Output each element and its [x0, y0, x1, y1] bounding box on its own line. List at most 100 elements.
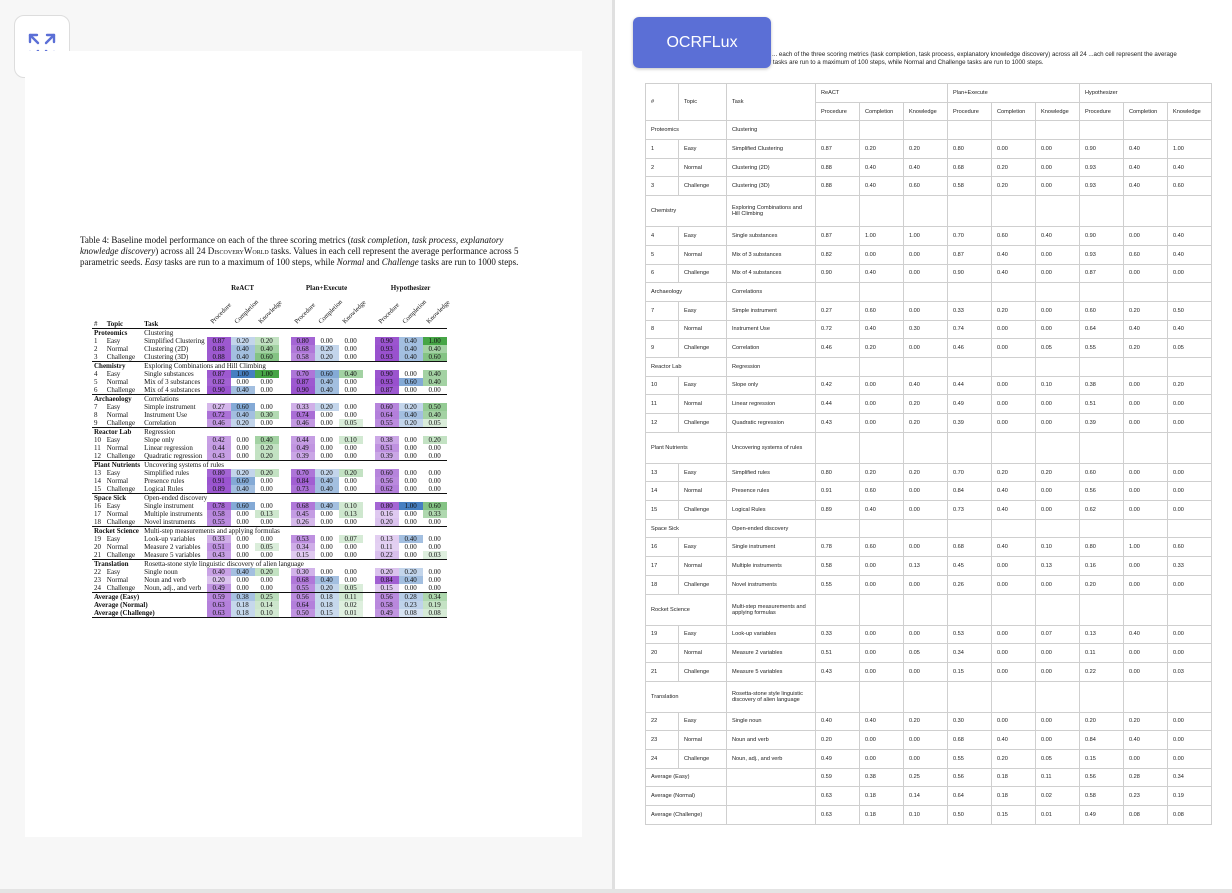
ocr-value-cell: 0.00 — [859, 244, 904, 265]
ocr-value-cell: 0.18 — [859, 786, 904, 806]
paper-row-task: Noun, adj., and verb — [144, 584, 202, 592]
ocr-row-difficulty: Normal — [678, 730, 727, 750]
paper-gap-cell — [279, 444, 291, 452]
ocr-empty-cell — [815, 593, 860, 626]
ocr-value-cell: 0.00 — [1167, 643, 1212, 663]
paper-value-cell: 0.00 — [404, 444, 417, 452]
ocr-results-table: # Topic Task ReACT Plan+Execute Hypothes… — [645, 82, 1212, 825]
paper-row-num: 20 — [94, 543, 101, 551]
paper-value-cell: 1.00 — [230, 370, 255, 378]
paper-section-topic: Plant Nutrients — [94, 461, 141, 469]
ocr-value-cell: 0.45 — [947, 556, 992, 576]
paper-row-num: 15 — [94, 485, 101, 493]
paper-row-task: Instrument Use — [144, 411, 188, 419]
ocr-value-cell: 0.00 — [903, 661, 948, 682]
paper-table-row: 23 Normal Noun and verb 0.20 0.00 0.00 0.68 0.4… — [92, 576, 447, 584]
ocr-row-num: 4 — [645, 226, 679, 246]
ocr-value-cell: 0.00 — [1035, 661, 1080, 682]
ocr-value-cell: 0.55 — [815, 574, 860, 595]
paper-value-cell: 0.00 — [320, 452, 333, 460]
ocr-empty-cell — [1123, 356, 1168, 377]
ocr-row-num: 24 — [645, 748, 679, 769]
ocr-caption: ... each of the three scoring metrics (t… — [645, 51, 1177, 66]
paper-value-cell: 0.80 — [206, 469, 231, 477]
ocr-empty-cell — [1035, 282, 1080, 302]
paper-value-cell: 0.05 — [254, 543, 279, 551]
paper-row-task: Measure 2 variables — [144, 543, 201, 551]
ocr-value-cell: 0.40 — [991, 730, 1036, 750]
paper-subheader: Procedure — [208, 301, 233, 326]
paper-gap-cell — [363, 584, 375, 593]
ocr-empty-cell — [903, 518, 948, 539]
ocr-empty-cell — [903, 282, 948, 302]
ocr-value-cell: 0.60 — [859, 537, 904, 558]
ocr-subheader: Procedure — [815, 101, 860, 122]
ocr-value-cell: 0.40 — [991, 244, 1036, 265]
ocr-value-cell: 0.00 — [991, 624, 1036, 645]
paper-value-cell: 0.00 — [404, 370, 417, 378]
ocr-value-cell: 0.40 — [1123, 176, 1168, 197]
paper-row-task: Linear regression — [144, 444, 193, 452]
ocr-value-cell: 0.00 — [1035, 413, 1080, 433]
ocr-row-task: Noun, adj., and verb — [726, 748, 816, 769]
paper-value-cell: 0.38 — [230, 592, 255, 601]
ocr-value-cell: 0.20 — [991, 748, 1036, 769]
ocr-row-task: Simplified rules — [726, 462, 816, 483]
ocr-value-cell: 0.11 — [1035, 767, 1080, 788]
ocr-value-cell: 0.60 — [991, 226, 1036, 246]
ocr-value-cell: 0.38 — [859, 767, 904, 788]
paper-value-cell: 0.11 — [374, 543, 399, 551]
paper-value-cell: 0.46 — [290, 419, 315, 428]
paper-value-cell: 0.44 — [206, 444, 231, 452]
ocr-section-task: Exploring Combinations and Hill Climbing — [726, 195, 816, 228]
paper-value-cell: 0.87 — [374, 386, 399, 395]
ocr-table-row: 19 Easy Look-up variables 0.33 0.00 0.00 0.53 0… — [645, 624, 1212, 645]
paper-row-num: 13 — [94, 469, 101, 477]
paper-value-cell: 0.60 — [254, 353, 279, 362]
ocr-num-header: # — [645, 82, 679, 122]
paper-value-cell: 0.00 — [260, 485, 273, 493]
ocr-table-row: 17 Normal Multiple instruments 0.58 0.00 0.13… — [645, 556, 1212, 576]
ocr-value-cell: 0.00 — [903, 500, 948, 520]
ocr-row-task: Mix of 4 substances — [726, 263, 816, 284]
ocr-value-cell: 0.46 — [947, 338, 992, 358]
ocr-table-row: 5 Normal Mix of 3 substances 0.82 0.00 0.00 0.… — [645, 244, 1212, 265]
ocr-value-cell: 0.88 — [815, 176, 860, 197]
paper-gap-cell — [279, 403, 291, 411]
ocr-value-cell: 0.00 — [859, 730, 904, 750]
ocr-value-cell: 1.00 — [859, 226, 904, 246]
ocr-table-row: 9 Challenge Correlation 0.46 0.20 0.00 0.46 0.0… — [645, 338, 1212, 358]
ocr-value-cell: 0.55 — [947, 748, 992, 769]
paper-average-row: Average (Challenge) 0.63 0.18 0.10 0.50 0.15 0… — [92, 609, 447, 618]
ocr-empty-cell — [903, 593, 948, 626]
ocr-table-row: 8 Normal Instrument Use 0.72 0.40 0.30 0.74 0.0… — [645, 319, 1212, 340]
ocr-value-cell: 0.56 — [1079, 767, 1124, 788]
ocr-value-cell: 0.00 — [859, 556, 904, 576]
ocr-value-cell: 0.11 — [1079, 643, 1124, 663]
paper-value-cell: 0.64 — [290, 601, 315, 609]
ocr-value-cell: 0.00 — [903, 481, 948, 502]
panel-divider[interactable] — [612, 0, 615, 893]
ocr-row-num: 19 — [645, 624, 679, 645]
ocr-value-cell: 0.20 — [903, 394, 948, 414]
ocr-value-cell: 0.60 — [1079, 300, 1124, 321]
ocr-empty-cell — [1123, 518, 1168, 539]
ocr-empty-cell — [947, 680, 992, 713]
ocr-section-row: Reactor Lab Regression — [645, 356, 1212, 377]
ocr-row-task: Simplified Clustering — [726, 139, 816, 159]
paper-value-cell: 0.00 — [344, 485, 357, 493]
ocr-value-cell: 0.00 — [1035, 139, 1080, 159]
ocr-value-cell: 0.20 — [903, 139, 948, 159]
paper-value-cell: 0.40 — [254, 345, 279, 353]
paper-value-cell: 0.20 — [374, 568, 399, 576]
ocr-row-num: 5 — [645, 244, 679, 265]
paper-value-cell: 0.20 — [206, 576, 231, 584]
horizontal-scrollbar[interactable] — [0, 889, 1232, 893]
ocr-section-row: Archaeology Correlations — [645, 282, 1212, 302]
paper-value-cell: 0.20 — [254, 469, 279, 477]
paper-value-cell: 0.40 — [314, 485, 339, 494]
paper-gap-cell — [279, 452, 291, 461]
ocr-empty-cell — [1167, 120, 1212, 141]
ocr-value-cell: 0.88 — [815, 157, 860, 178]
ocr-value-cell: 0.10 — [903, 805, 948, 825]
